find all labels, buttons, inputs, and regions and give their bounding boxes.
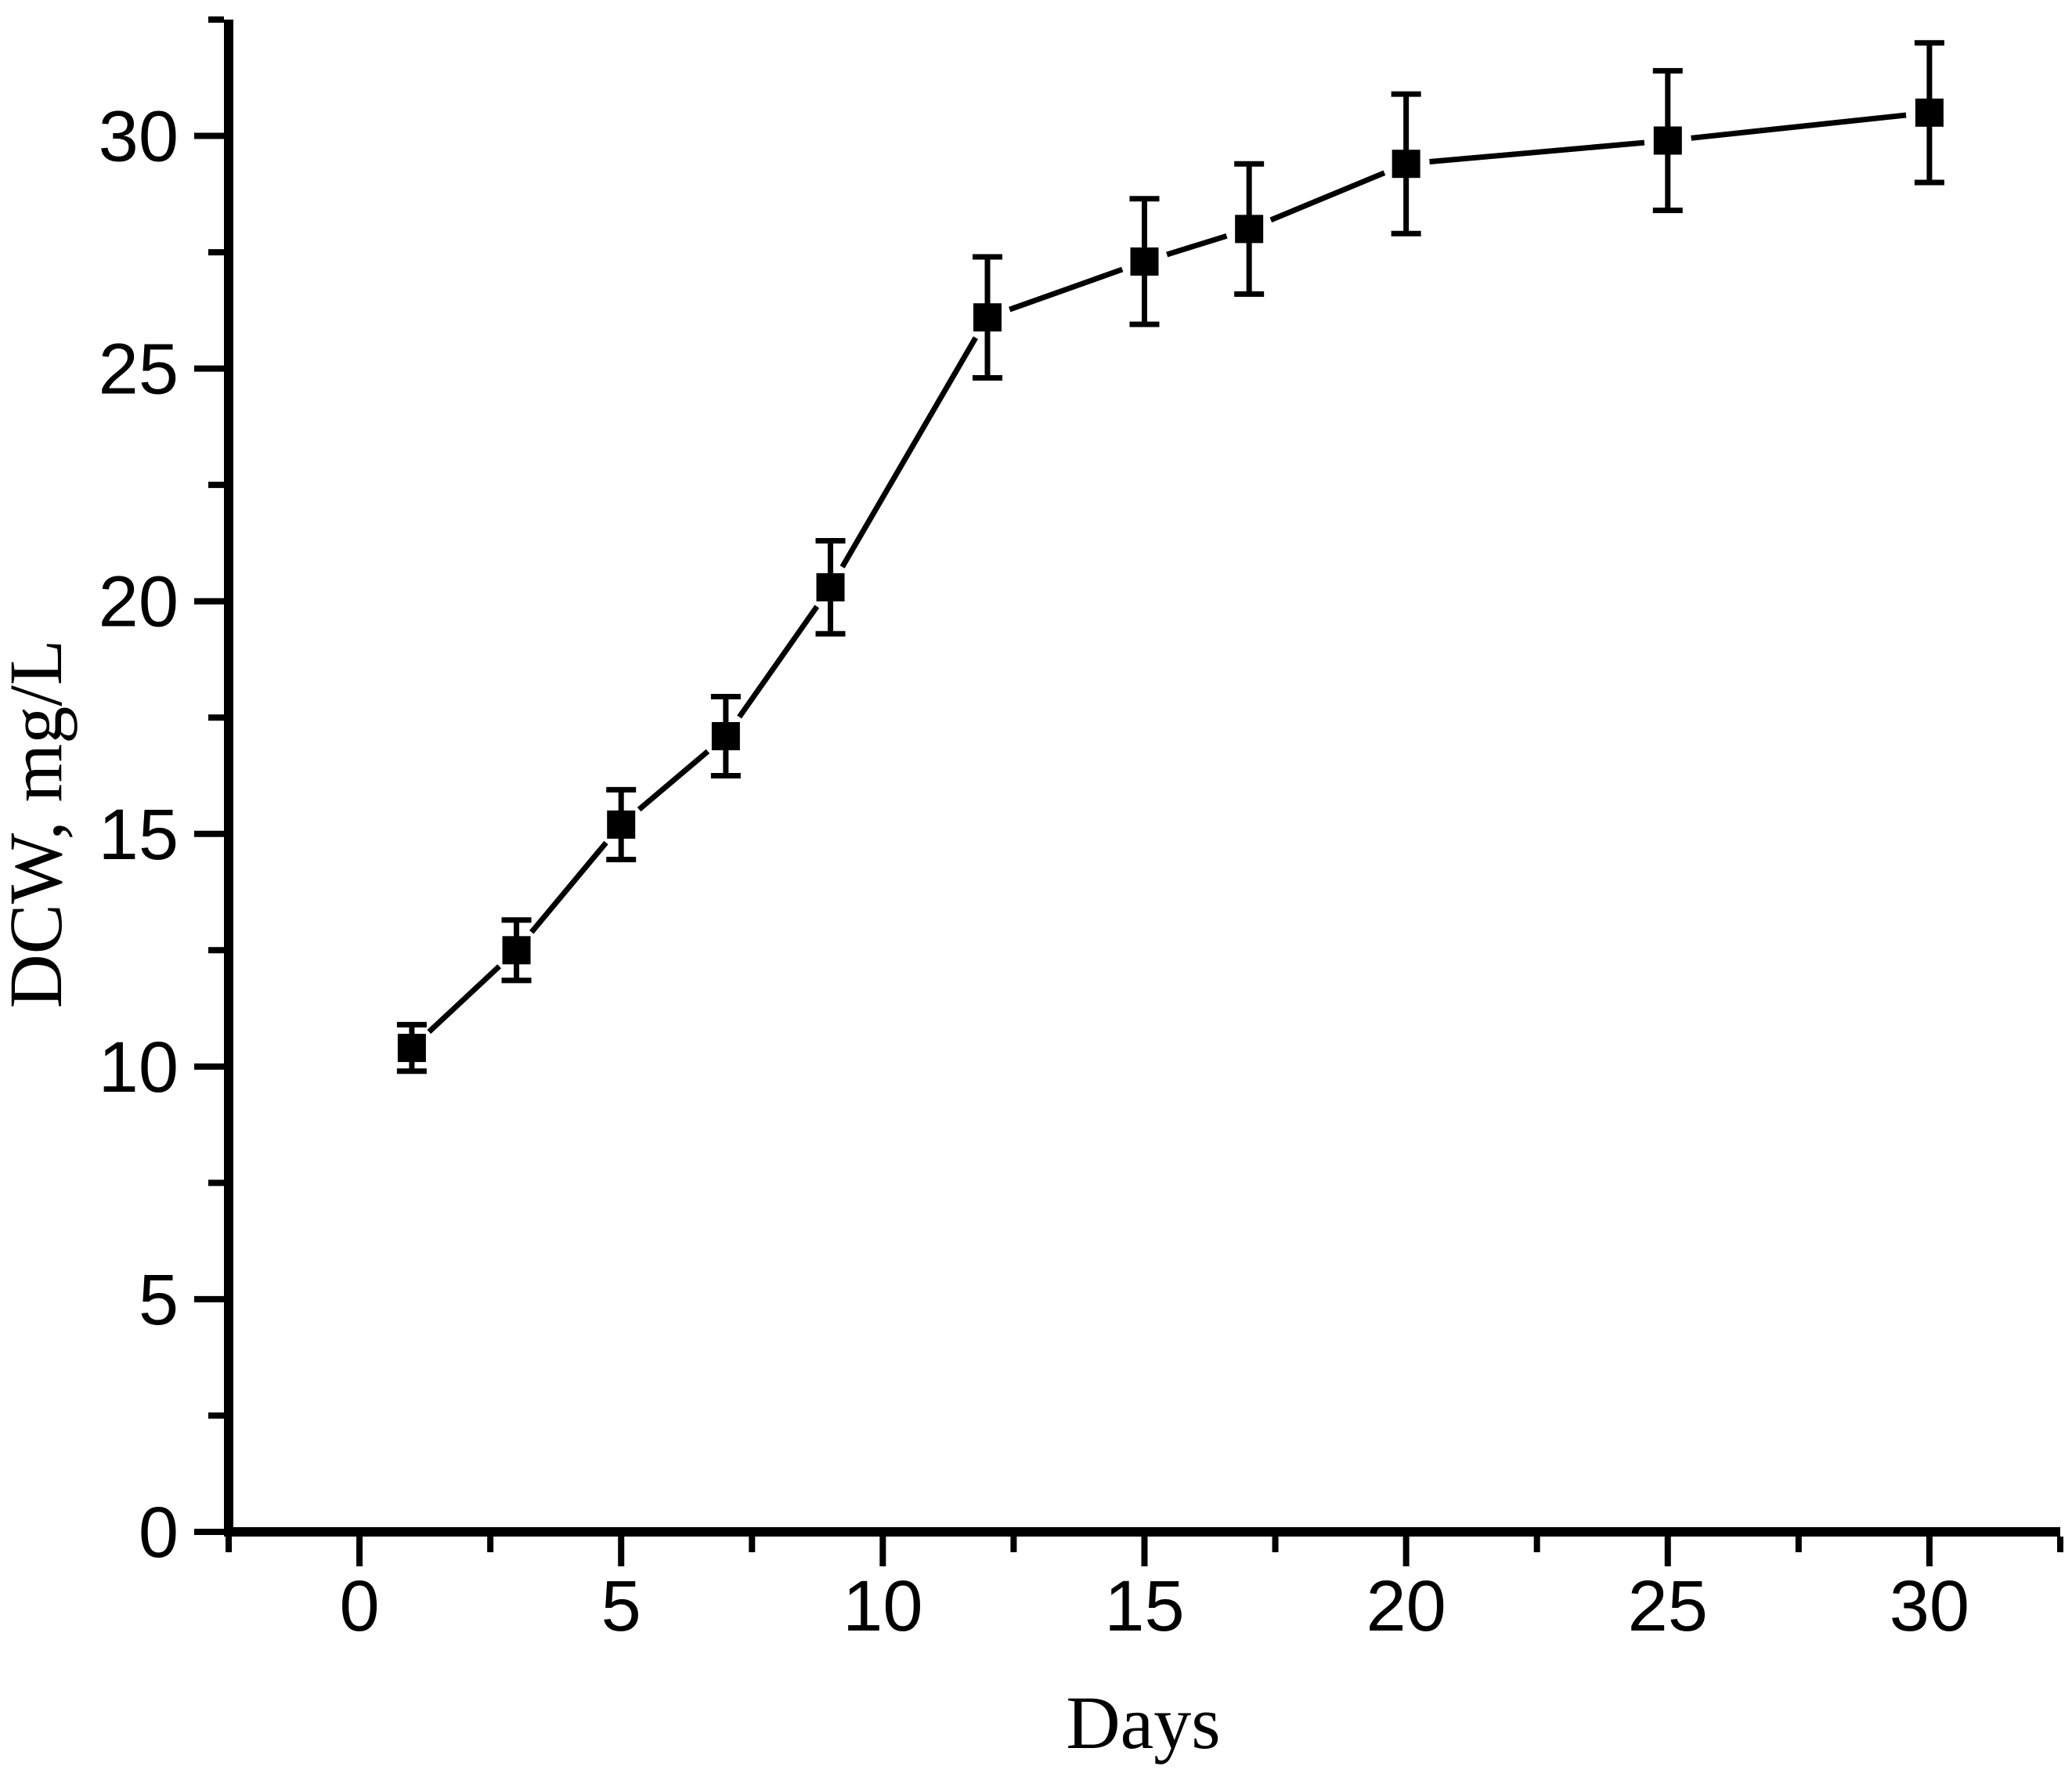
series-line-segment	[1009, 266, 1124, 312]
series-line-segment	[529, 840, 608, 934]
data-point-marker	[1235, 215, 1264, 244]
x-tick-label: 10	[843, 1566, 922, 1646]
x-axis-title: Days	[1066, 1681, 1220, 1764]
data-point-marker	[1392, 150, 1420, 179]
data-point-marker	[973, 303, 1002, 332]
series-line-segment	[1429, 139, 1645, 165]
x-tick-label: 25	[1628, 1566, 1708, 1646]
data-point-marker	[1130, 247, 1159, 276]
data-point-marker	[502, 936, 531, 965]
y-tick-label: 5	[139, 1260, 179, 1340]
series-line-segment	[637, 749, 710, 812]
y-tick-label: 10	[99, 1028, 179, 1107]
x-tick-label: 15	[1104, 1566, 1184, 1646]
x-tick-label: 20	[1366, 1566, 1446, 1646]
data-point-marker	[1653, 126, 1682, 155]
y-tick-label: 15	[99, 795, 179, 875]
y-tick-label: 0	[139, 1493, 179, 1573]
series-line-segment	[737, 605, 820, 719]
data-point-marker	[711, 721, 740, 750]
data-point-marker	[397, 1034, 426, 1063]
x-tick-label: 0	[339, 1566, 379, 1646]
y-tick-label: 20	[99, 562, 179, 642]
series-line-segment	[1166, 233, 1228, 258]
series-line-segment	[1691, 112, 1907, 141]
y-tick-label: 25	[99, 330, 179, 410]
data-point-marker	[816, 572, 845, 601]
y-axis-title: DCW, mg/L	[0, 639, 78, 1008]
series-line-segment	[427, 964, 502, 1035]
data-point-marker	[607, 810, 636, 839]
series-line-segment	[839, 336, 978, 569]
plot-area: 0 5 10 15 20 25 30 0 5 10 15 20 25 30	[99, 16, 2063, 1646]
x-tick-label: 30	[1890, 1566, 1969, 1646]
y-tick-label: 30	[99, 97, 179, 177]
x-tick-label: 5	[601, 1566, 641, 1646]
series-line-segment	[1269, 170, 1386, 223]
data-point-marker	[1915, 98, 1944, 127]
